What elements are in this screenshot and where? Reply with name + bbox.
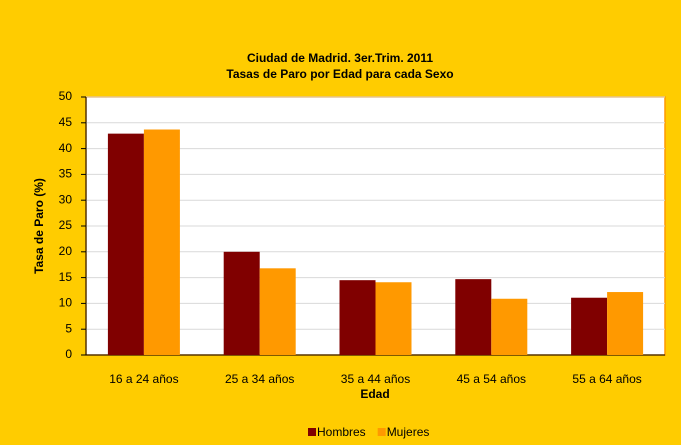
bar: [143, 129, 180, 355]
bar: [491, 298, 528, 355]
bar: [375, 282, 412, 355]
legend-swatch: [377, 428, 386, 436]
x-tick-label: 55 a 64 años: [572, 372, 641, 386]
bar: [607, 292, 644, 355]
bar: [571, 297, 608, 355]
y-tick-label: 25: [59, 218, 73, 232]
legend-label: Mujeres: [387, 425, 430, 439]
y-tick-label: 35: [59, 167, 73, 181]
x-tick-label: 25 a 34 años: [225, 372, 294, 386]
y-tick-label: 20: [59, 244, 73, 258]
bar: [259, 268, 296, 355]
y-tick-label: 50: [59, 89, 73, 103]
y-tick-label: 45: [59, 115, 73, 129]
y-axis-label: Tasa de Paro (%): [32, 178, 46, 274]
x-tick-label: 35 a 44 años: [341, 372, 410, 386]
y-tick-label: 10: [59, 296, 73, 310]
legend-swatch: [308, 428, 316, 436]
y-tick-label: 5: [65, 321, 72, 335]
x-tick-label: 16 a 24 años: [109, 372, 178, 386]
y-tick-label: 0: [65, 347, 72, 361]
legend-label: Hombres: [317, 425, 366, 439]
y-tick-label: 30: [59, 192, 73, 206]
x-tick-label: 45 a 54 años: [457, 372, 526, 386]
bar: [107, 133, 144, 355]
bar: [455, 279, 492, 355]
bar: [223, 251, 260, 355]
chart-title: Ciudad de Madrid. 3er.Trim. 2011: [247, 51, 433, 65]
x-axis-label: Edad: [360, 387, 389, 401]
chart-subtitle: Tasas de Paro por Edad para cada Sexo: [226, 67, 453, 81]
bar: [339, 280, 376, 355]
y-tick-label: 40: [59, 141, 73, 155]
y-tick-label: 15: [59, 270, 73, 284]
